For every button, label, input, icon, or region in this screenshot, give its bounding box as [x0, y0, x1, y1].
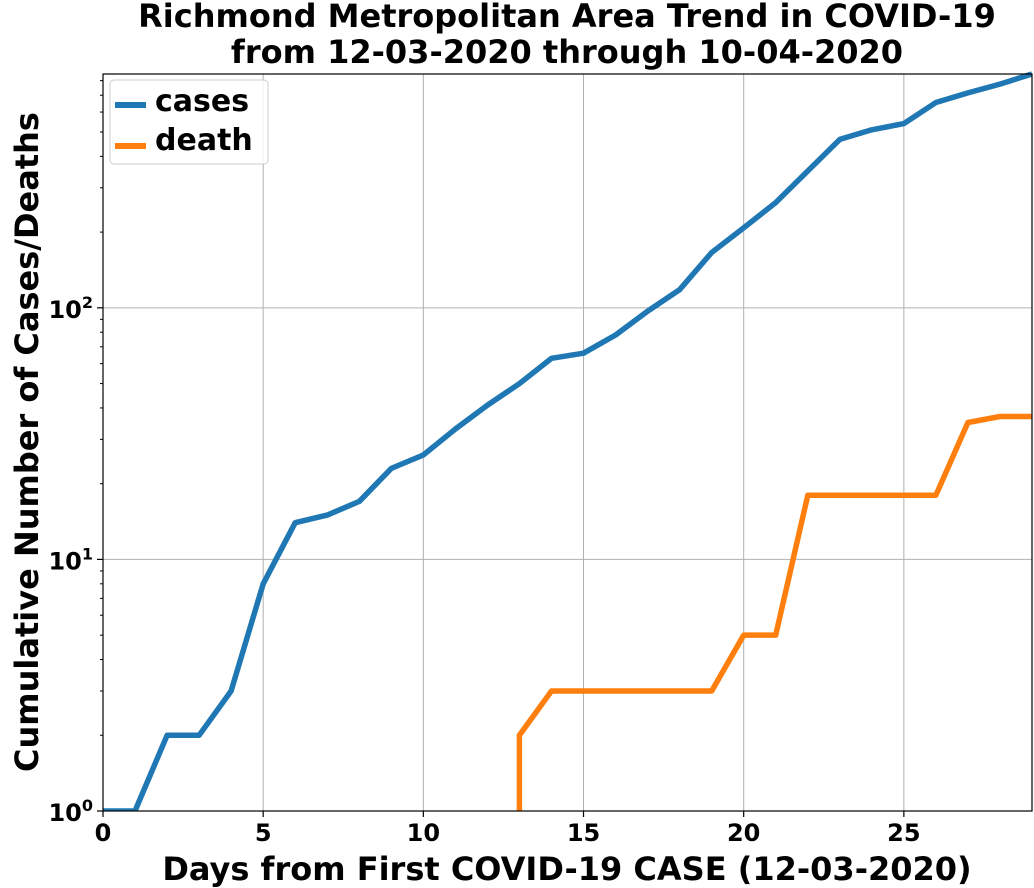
x-tick-label: 0: [95, 819, 112, 847]
chart-title-line1: Richmond Metropolitan Area Trend in COVI…: [138, 0, 996, 35]
legend-box: [109, 79, 269, 165]
y-tick-label: 102: [48, 293, 93, 324]
legend: cases death: [109, 79, 269, 165]
series-line-cases: [103, 71, 1032, 811]
x-tick-label: 15: [567, 819, 600, 847]
x-tick-label: 5: [255, 819, 272, 847]
series-line-death: [516, 413, 1032, 811]
x-tick-label: 20: [727, 819, 760, 847]
axis-ticks: 0 5 10 15 20 25 100 101 102: [48, 80, 921, 847]
y-axis-label: Cumulative Number of Cases/Deaths: [8, 112, 46, 772]
y-tick-label: 101: [48, 544, 93, 575]
x-axis-label: Days from First COVID-19 CASE (12-03-202…: [162, 850, 971, 888]
grid: [103, 74, 1032, 811]
chart-title-line2: from 12-03-2020 through 10-04-2020: [231, 33, 903, 71]
x-tick-label: 10: [407, 819, 440, 847]
x-tick-label: 25: [887, 819, 920, 847]
y-tick-label: 100: [48, 796, 93, 827]
legend-label-death: death: [155, 123, 253, 158]
legend-label-cases: cases: [155, 84, 249, 119]
plot-frame: [102, 73, 1033, 812]
series-lines: [103, 71, 1032, 811]
